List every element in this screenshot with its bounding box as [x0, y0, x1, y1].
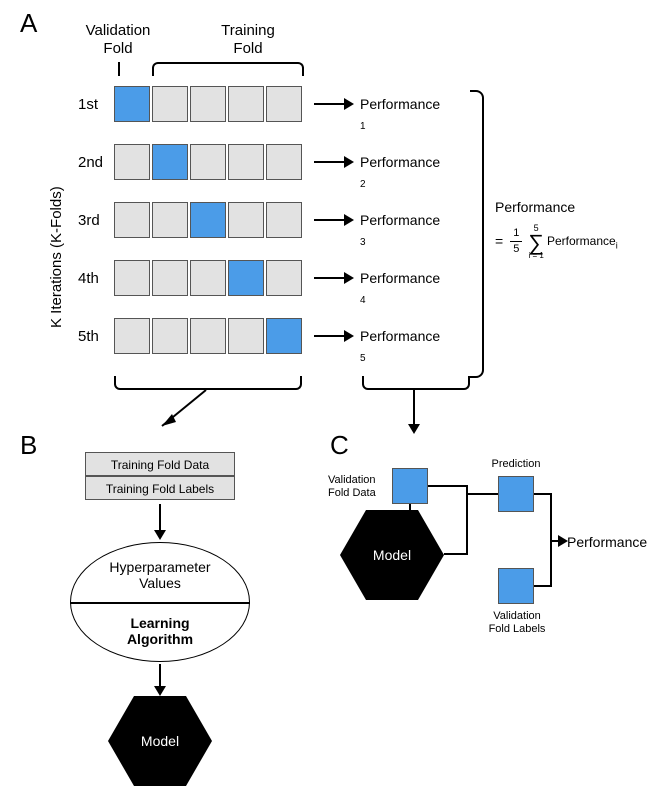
arrow-head-row-to-perf	[344, 330, 354, 342]
perf-label: Performance 1	[360, 96, 440, 132]
kfold-row-label: 3rd	[78, 212, 100, 229]
label-prediction: Prediction	[486, 458, 546, 471]
line-to-prediction	[466, 493, 498, 495]
fold-validation	[190, 202, 226, 238]
box-training-fold-data: Training Fold Data	[85, 452, 235, 476]
fold-training	[114, 260, 150, 296]
label-validation-fold-data: Validation Fold Data	[328, 474, 388, 500]
arrow-row-to-perf	[314, 103, 346, 105]
fold-training	[266, 260, 302, 296]
fold-validation	[152, 144, 188, 180]
formula-frac-den: 5	[510, 242, 522, 257]
tick-validation-header	[118, 62, 120, 76]
fold-training	[152, 202, 188, 238]
fold-training	[266, 144, 302, 180]
label-performance-c: Performance	[567, 534, 647, 550]
ellipse-learning-algo: Learning Algorithm	[71, 615, 249, 647]
formula-title: Performance	[495, 198, 645, 218]
ellipse-divider	[70, 602, 250, 604]
arrow-head-row-to-perf	[344, 156, 354, 168]
formula-summand-sub: i	[616, 240, 618, 250]
arrow-b-to-ellipse-head	[154, 530, 166, 540]
fold-training	[152, 318, 188, 354]
kfold-row-label: 5th	[78, 328, 99, 345]
fold-training	[228, 202, 264, 238]
arrow-perf-to-c-head	[408, 424, 420, 434]
fold-validation	[228, 260, 264, 296]
line-vallabels-up	[550, 541, 552, 587]
y-axis-label: K Iterations (K-Folds)	[48, 186, 65, 328]
arrow-row-to-perf	[314, 161, 346, 163]
label-validation-fold-labels: Validation Fold Labels	[484, 610, 550, 636]
perf-label: Performance 5	[360, 328, 440, 364]
bracket-kfold-to-train	[114, 376, 302, 390]
fold-training	[152, 86, 188, 122]
formula-sigma-bottom: i = 1	[528, 252, 543, 260]
arrow-head-row-to-perf	[344, 272, 354, 284]
fold-training	[114, 144, 150, 180]
kfold-row-label: 2nd	[78, 154, 103, 171]
fold-validation	[114, 86, 150, 122]
hexagon-model-c: Model	[340, 510, 444, 600]
kfold-row-label: 1st	[78, 96, 98, 113]
arrow-row-to-perf	[314, 277, 346, 279]
arrow-ellipse-to-hex-shaft	[159, 664, 161, 688]
perf-label: Performance 3	[360, 212, 440, 248]
arrow-row-to-perf	[314, 219, 346, 221]
fold-training	[266, 202, 302, 238]
fold-training	[190, 86, 226, 122]
line-valdata-to-model	[409, 504, 411, 518]
fold-training	[114, 318, 150, 354]
bracket-training-header	[152, 62, 304, 76]
arrow-perf-to-c-shaft	[413, 390, 415, 426]
perf-label: Performance 2	[360, 154, 440, 190]
fold-training	[190, 260, 226, 296]
arrow-head-performance-c	[558, 535, 568, 547]
line-valdata-right	[428, 485, 468, 487]
fold-training	[190, 318, 226, 354]
formula-performance: Performance = 1 5 5 ∑ i = 1 Performancei	[495, 198, 645, 260]
hexagon-model-b: Model	[108, 696, 212, 786]
perf-label: Performance 4	[360, 270, 440, 306]
fold-training	[114, 202, 150, 238]
fold-training	[152, 260, 188, 296]
arrow-b-to-ellipse-shaft	[159, 504, 161, 532]
formula-frac-num: 1	[510, 226, 522, 242]
header-validation-fold: Validation Fold	[78, 22, 158, 58]
panel-label-b: B	[20, 430, 37, 461]
bracket-performance-avg	[470, 90, 484, 378]
kfold-row-label: 4th	[78, 270, 99, 287]
header-training-fold: Training Fold	[208, 22, 288, 58]
arrow-ellipse-to-hex-head	[154, 686, 166, 696]
arrow-head-row-to-perf	[344, 214, 354, 226]
box-validation-fold-labels	[498, 568, 534, 604]
panel-label-c: C	[330, 430, 349, 461]
line-model-up	[466, 509, 468, 555]
arrow-head-row-to-perf	[344, 98, 354, 110]
bracket-perf-to-c	[362, 376, 470, 390]
fold-training	[228, 318, 264, 354]
fold-validation	[266, 318, 302, 354]
box-training-fold-labels: Training Fold Labels	[85, 476, 235, 500]
ellipse-hyperparams: Hyperparameter Values	[71, 559, 249, 591]
arrow-kfold-to-b	[150, 390, 230, 440]
box-prediction	[498, 476, 534, 512]
fold-training	[190, 144, 226, 180]
panel-label-a: A	[20, 8, 37, 39]
box-validation-fold-data	[392, 468, 428, 504]
formula-summand: Performance	[547, 234, 616, 248]
arrow-row-to-perf	[314, 335, 346, 337]
fold-training	[266, 86, 302, 122]
line-model-right	[444, 553, 468, 555]
line-prediction-down	[550, 493, 552, 541]
line-valdata-down	[466, 485, 468, 509]
fold-training	[228, 144, 264, 180]
fold-training	[228, 86, 264, 122]
